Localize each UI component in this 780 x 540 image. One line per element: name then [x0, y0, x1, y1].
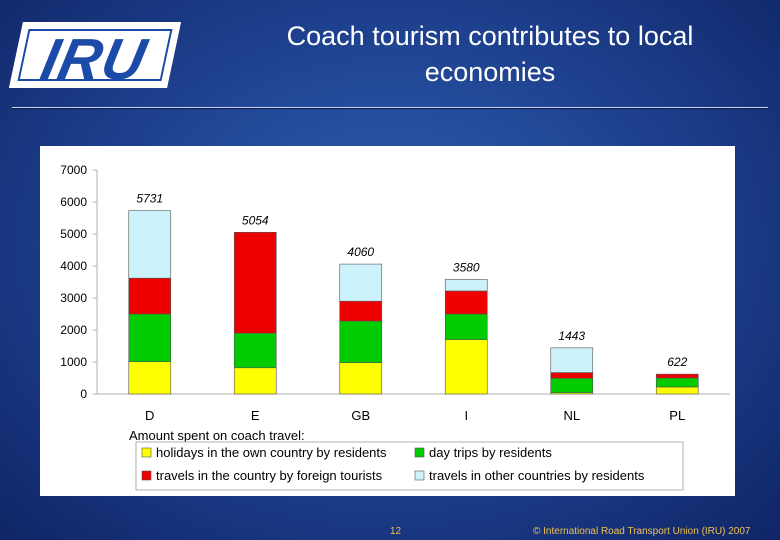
bar-segment — [129, 314, 171, 362]
bar-segment — [234, 368, 276, 394]
x-tick-label: E — [251, 408, 260, 423]
logo-frame: IRU — [17, 29, 172, 81]
y-tick-label: 0 — [80, 387, 87, 401]
bar-segment — [129, 278, 171, 314]
bar-total-label: 622 — [667, 355, 687, 369]
y-tick-label: 5000 — [60, 227, 87, 241]
x-tick-label: I — [464, 408, 468, 423]
legend-entry-label: travels in other countries by residents — [429, 468, 645, 483]
bar-segment — [551, 378, 593, 392]
bar-segment — [129, 362, 171, 394]
bar-total-label: 1443 — [558, 329, 585, 343]
legend-swatch — [142, 448, 151, 457]
y-tick-label: 1000 — [60, 355, 87, 369]
title-line-1: Coach tourism contributes to local — [200, 18, 780, 54]
y-tick-label: 3000 — [60, 291, 87, 305]
bar-segment — [234, 232, 276, 333]
bar-segment — [340, 301, 382, 321]
bar-segment — [656, 387, 698, 394]
bar-segment — [445, 291, 487, 314]
title-line-2: economies — [200, 54, 780, 90]
bar-segment — [445, 279, 487, 291]
legend-swatch — [142, 471, 151, 480]
bar-segment — [445, 340, 487, 394]
bar-segment — [445, 314, 487, 340]
x-tick-label: D — [145, 408, 154, 423]
bar-total-label: 5054 — [242, 213, 269, 227]
x-tick-label: PL — [669, 408, 685, 423]
bar-segment — [551, 348, 593, 373]
legend-entry-label: holidays in the own country by residents — [156, 445, 387, 460]
bar-segment — [656, 374, 698, 378]
stacked-bar-chart: 0 1000 2000 3000 4000 5000 6000 7000 5731 D 5054 E 4… — [40, 146, 735, 496]
chart-panel: 0 1000 2000 3000 4000 5000 6000 7000 5731 D 5054 E 4… — [40, 146, 735, 496]
y-tick-label: 4000 — [60, 259, 87, 273]
bar-segment — [340, 264, 382, 301]
page-number: 12 — [390, 526, 401, 537]
x-tick-label: NL — [563, 408, 580, 423]
header-divider — [12, 107, 768, 108]
legend-entry-label: travels in the country by foreign touris… — [156, 468, 383, 483]
legend-title: Amount spent on coach travel: — [129, 428, 305, 443]
bar-segment — [234, 333, 276, 368]
bar-segment — [551, 373, 593, 379]
legend-swatch — [415, 471, 424, 480]
legend-swatch — [415, 448, 424, 457]
copyright-text: © International Road Transport Union (IR… — [533, 526, 750, 537]
bar-total-label: 4060 — [347, 245, 374, 259]
bar-total-label: 3580 — [453, 260, 480, 274]
y-tick-label: 2000 — [60, 323, 87, 337]
bar-segment — [129, 211, 171, 279]
bar-segment — [340, 321, 382, 363]
slide-title: Coach tourism contributes to local econo… — [200, 18, 780, 90]
x-tick-label: GB — [351, 408, 370, 423]
bar-segment — [340, 363, 382, 394]
y-tick-label: 6000 — [60, 195, 87, 209]
legend-entry-label: day trips by residents — [429, 445, 552, 460]
bar-segment — [656, 378, 698, 387]
bar-total-label: 5731 — [136, 192, 163, 206]
logo-text: IRU — [18, 31, 170, 89]
iru-logo: IRU — [9, 22, 181, 88]
y-tick-label: 7000 — [60, 163, 87, 177]
